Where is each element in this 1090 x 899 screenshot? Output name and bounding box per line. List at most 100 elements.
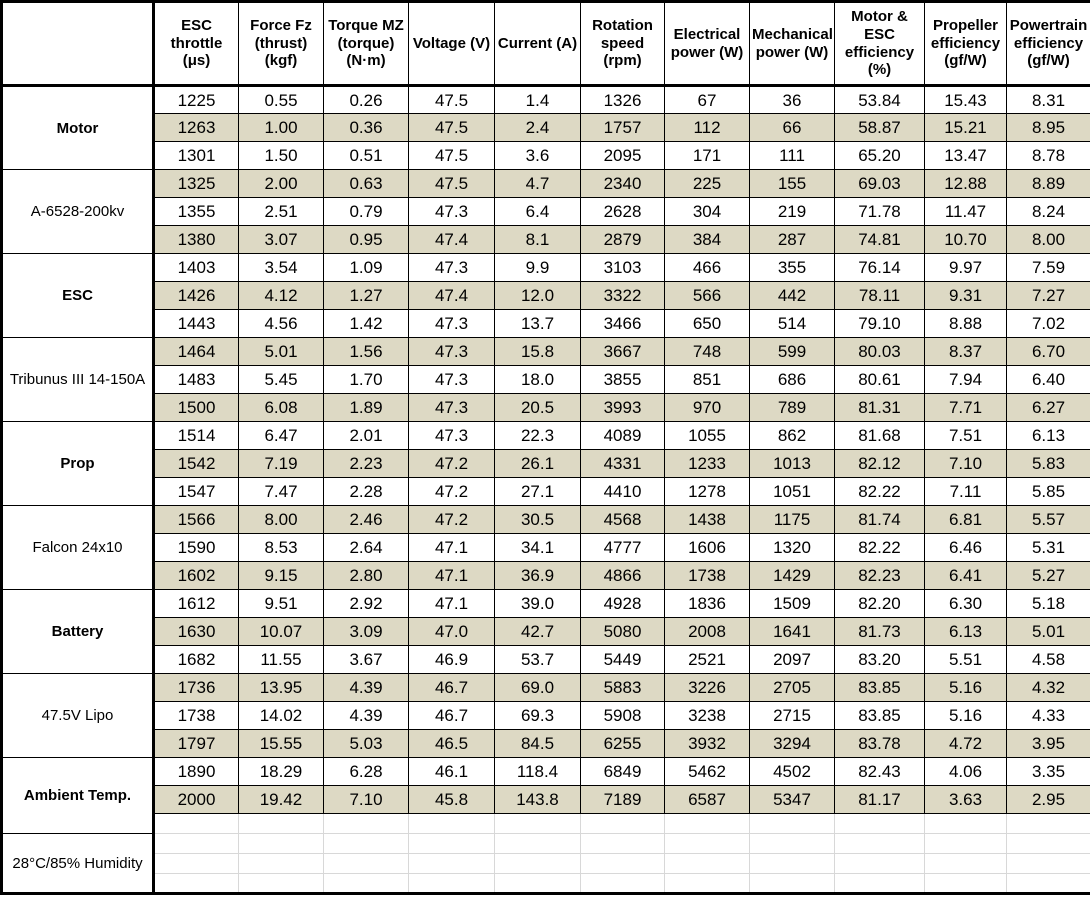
table-cell: 171	[664, 141, 750, 170]
table-cell: 3294	[749, 729, 835, 758]
table-cell: 1326	[580, 85, 665, 114]
table-cell: 1483	[153, 365, 239, 394]
table-cell: 81.68	[834, 421, 925, 450]
table-cell: 3.95	[1006, 729, 1090, 758]
table-cell: 47.5	[408, 113, 495, 142]
table-cell: 19.42	[238, 785, 324, 814]
table-cell: 6.70	[1006, 337, 1090, 366]
table-cell: 66	[749, 113, 835, 142]
table-cell: 39.0	[494, 589, 581, 618]
table-cell: 69.0	[494, 673, 581, 702]
empty-cell	[323, 853, 409, 874]
table-cell: 47.4	[408, 281, 495, 310]
table-cell: 1464	[153, 337, 239, 366]
table-cell: 4502	[749, 757, 835, 786]
table-cell: 4.72	[924, 729, 1007, 758]
table-cell: 5080	[580, 617, 665, 646]
table-cell: 1736	[153, 673, 239, 702]
header-row: ESC throttle (μs) Force Fz (thrust) (kgf…	[1, 1, 1090, 87]
table-row: Ambient Temp. 1890 18.29 6.28 46.1 118.4 6849 5…	[1, 757, 1090, 834]
table-cell: 6.30	[924, 589, 1007, 618]
row-group-label: Motor	[1, 85, 155, 170]
table-cell: 46.1	[408, 757, 495, 786]
table-cell: 10.07	[238, 617, 324, 646]
table-cell: 0.79	[323, 197, 409, 226]
table-cell: 6.13	[924, 617, 1007, 646]
table-cell: 789	[749, 393, 835, 422]
table-cell: 1641	[749, 617, 835, 646]
table-cell: 5347	[749, 785, 835, 814]
table-row: Battery 1612 9.51 2.92 47.1 39.0 4928 1836 1509 8…	[1, 589, 1090, 674]
empty-cell	[834, 813, 925, 834]
empty-cell	[153, 873, 239, 894]
row-group-label: Battery	[1, 589, 155, 674]
table-cell: 9.9	[494, 253, 581, 282]
table-cell: 71.78	[834, 197, 925, 226]
table-cell: 47.5	[408, 141, 495, 170]
table-cell: 1547	[153, 477, 239, 506]
row-group-label: 28°C/85% Humidity	[1, 833, 155, 894]
table-cell: 0.36	[323, 113, 409, 142]
table-cell: 2.95	[1006, 785, 1090, 814]
empty-row	[2, 873, 1090, 894]
table-cell: 3.67	[323, 645, 409, 674]
table-cell: 0.63	[323, 169, 409, 198]
table-cell: 82.22	[834, 533, 925, 562]
table-row: 1380 3.07 0.95 47.4 8.1 2879 384 287 74.81 10.70 8…	[2, 225, 1090, 254]
col-header-mechanical-power: Mechanical power (W)	[749, 1, 835, 87]
empty-cell	[749, 873, 835, 894]
row-group-label: Prop	[1, 421, 155, 506]
table-cell: 4568	[580, 505, 665, 534]
table-header: ESC throttle (μs) Force Fz (thrust) (kgf…	[1, 1, 1090, 87]
table-cell: 1500	[153, 393, 239, 422]
table-cell: 970	[664, 393, 750, 422]
table-cell: 1426	[153, 281, 239, 310]
table-cell: 8.89	[1006, 169, 1090, 198]
table-cell: 22.3	[494, 421, 581, 450]
table-cell: 4.06	[924, 757, 1007, 786]
table-cell: 8.88	[924, 309, 1007, 338]
table-cell: 58.87	[834, 113, 925, 142]
empty-cell	[580, 853, 665, 874]
table-cell: 83.20	[834, 645, 925, 674]
table-cell: 47.1	[408, 589, 495, 618]
table-cell: 82.23	[834, 561, 925, 590]
table-cell: 11.55	[238, 645, 324, 674]
table-cell: 3855	[580, 365, 665, 394]
col-header-voltage: Voltage (V)	[408, 1, 495, 87]
table-cell: 1.09	[323, 253, 409, 282]
table-cell: 65.20	[834, 141, 925, 170]
table-cell: 5.85	[1006, 477, 1090, 506]
table-cell: 1320	[749, 533, 835, 562]
table-cell: 81.31	[834, 393, 925, 422]
table-cell: 7189	[580, 785, 665, 814]
table-cell: 47.2	[408, 505, 495, 534]
table-cell: 851	[664, 365, 750, 394]
table-cell: 2.64	[323, 533, 409, 562]
table-cell: 7.19	[238, 449, 324, 478]
empty-cell	[408, 873, 495, 894]
table-row: Tribunus III 14-150A 1464 5.01 1.56 47.3 15.8…	[1, 337, 1090, 422]
table-cell: 1438	[664, 505, 750, 534]
table-cell: 6.13	[1006, 421, 1090, 450]
table-cell: 2.46	[323, 505, 409, 534]
table-cell: 4.58	[1006, 645, 1090, 674]
table-cell: 118.4	[494, 757, 581, 786]
empty-cell	[153, 833, 239, 854]
table-cell: 46.7	[408, 701, 495, 730]
table-cell: 47.5	[408, 169, 495, 198]
empty-cell	[153, 813, 239, 834]
table-cell: 9.31	[924, 281, 1007, 310]
table-cell: 81.74	[834, 505, 925, 534]
table-cell: 384	[664, 225, 750, 254]
table-cell: 3.07	[238, 225, 324, 254]
table-cell: 287	[749, 225, 835, 254]
table-cell: 1175	[749, 505, 835, 534]
table-cell: 6.41	[924, 561, 1007, 590]
table-cell: 47.3	[408, 421, 495, 450]
row-group-label: 47.5V Lipo	[1, 673, 155, 758]
table-row: Falcon 24x10 1566 8.00 2.46 47.2 30.5 4568 1438…	[1, 505, 1090, 590]
empty-cell	[664, 873, 750, 894]
table-row: A-6528-200kv 1325 2.00 0.63 47.5 4.7 2340 225 15…	[1, 169, 1090, 254]
table-cell: 42.7	[494, 617, 581, 646]
